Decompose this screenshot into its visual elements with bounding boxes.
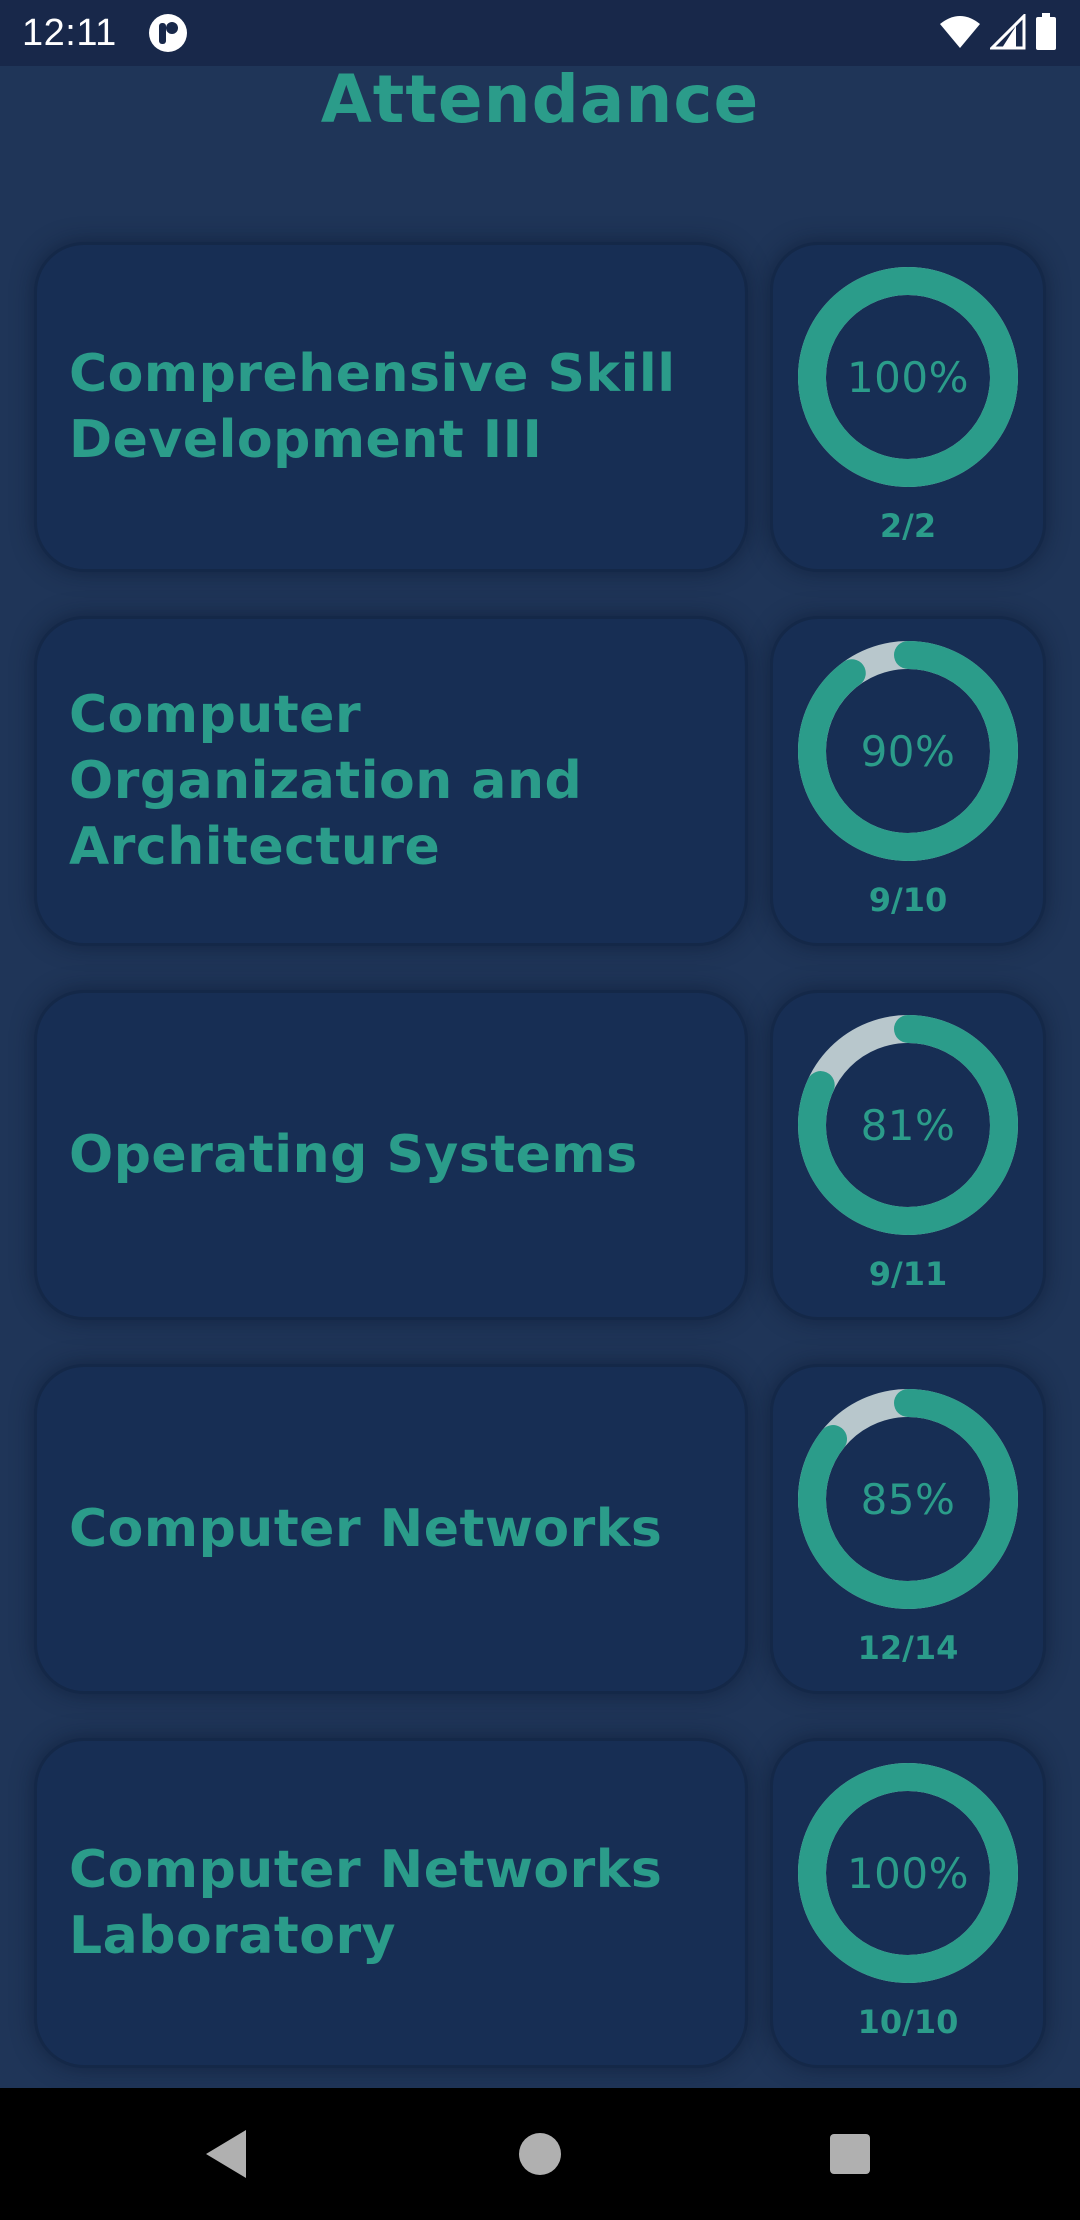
system-nav-bar bbox=[0, 2088, 1080, 2220]
attendance-progress-ring bbox=[798, 267, 1018, 487]
course-name: Comprehensive Skill Development III bbox=[69, 344, 676, 470]
course-row[interactable]: Computer Networks 85% 12/14 bbox=[0, 1364, 1080, 1694]
course-name-card[interactable]: Computer Networks bbox=[34, 1364, 748, 1694]
attendance-percent: 85% bbox=[860, 1474, 956, 1524]
recents-icon bbox=[830, 2134, 870, 2174]
attendance-count: 9/10 bbox=[868, 881, 948, 919]
attendance-count: 2/2 bbox=[879, 507, 937, 545]
course-row[interactable]: Comprehensive Skill Development III 100%… bbox=[0, 242, 1080, 572]
attendance-percent: 100% bbox=[846, 1848, 970, 1898]
attendance-stat-card[interactable]: 100% 2/2 bbox=[770, 242, 1046, 572]
course-row[interactable]: Computer Networks Laboratory 100% 10/10 bbox=[0, 1738, 1080, 2068]
back-icon bbox=[206, 2130, 246, 2178]
course-row[interactable]: Operating Systems 81% 9/11 bbox=[0, 990, 1080, 1320]
status-time: 12:11 bbox=[22, 12, 117, 54]
battery-icon bbox=[1034, 13, 1058, 55]
cellular-signal-icon bbox=[988, 12, 1026, 54]
course-name-card[interactable]: Operating Systems bbox=[34, 990, 748, 1320]
course-name-card[interactable]: Comprehensive Skill Development III bbox=[34, 242, 748, 572]
course-name: Computer Networks Laboratory bbox=[69, 1840, 663, 1966]
recents-button[interactable] bbox=[820, 2124, 880, 2184]
attendance-progress-ring bbox=[798, 1389, 1018, 1609]
course-name-card[interactable]: Computer Organization and Architecture bbox=[34, 616, 748, 946]
attendance-progress-ring bbox=[798, 1015, 1018, 1235]
wifi-icon bbox=[938, 14, 982, 54]
attendance-percent: 81% bbox=[860, 1100, 956, 1150]
back-button[interactable] bbox=[196, 2124, 256, 2184]
course-row[interactable]: Computer Organization and Architecture 9… bbox=[0, 616, 1080, 946]
attendance-count: 9/11 bbox=[868, 1255, 948, 1293]
home-button[interactable] bbox=[510, 2124, 570, 2184]
notification-app-icon bbox=[148, 13, 188, 53]
attendance-stat-card[interactable]: 81% 9/11 bbox=[770, 990, 1046, 1320]
page-title: Attendance bbox=[320, 61, 760, 138]
home-icon bbox=[519, 2133, 561, 2175]
attendance-percent: 90% bbox=[860, 726, 956, 776]
attendance-stat-card[interactable]: 90% 9/10 bbox=[770, 616, 1046, 946]
attendance-count: 12/14 bbox=[857, 1629, 959, 1667]
course-name: Computer Networks bbox=[69, 1499, 663, 1559]
course-name: Computer Organization and Architecture bbox=[69, 685, 583, 877]
attendance-progress-ring bbox=[798, 1763, 1018, 1983]
course-name: Operating Systems bbox=[69, 1125, 638, 1185]
course-name-card[interactable]: Computer Networks Laboratory bbox=[34, 1738, 748, 2068]
attendance-count: 10/10 bbox=[857, 2003, 959, 2041]
attendance-progress-ring bbox=[798, 641, 1018, 861]
attendance-percent: 100% bbox=[846, 352, 970, 402]
status-bar: 12:11 bbox=[0, 0, 1080, 66]
attendance-stat-card[interactable]: 85% 12/14 bbox=[770, 1364, 1046, 1694]
attendance-stat-card[interactable]: 100% 10/10 bbox=[770, 1738, 1046, 2068]
